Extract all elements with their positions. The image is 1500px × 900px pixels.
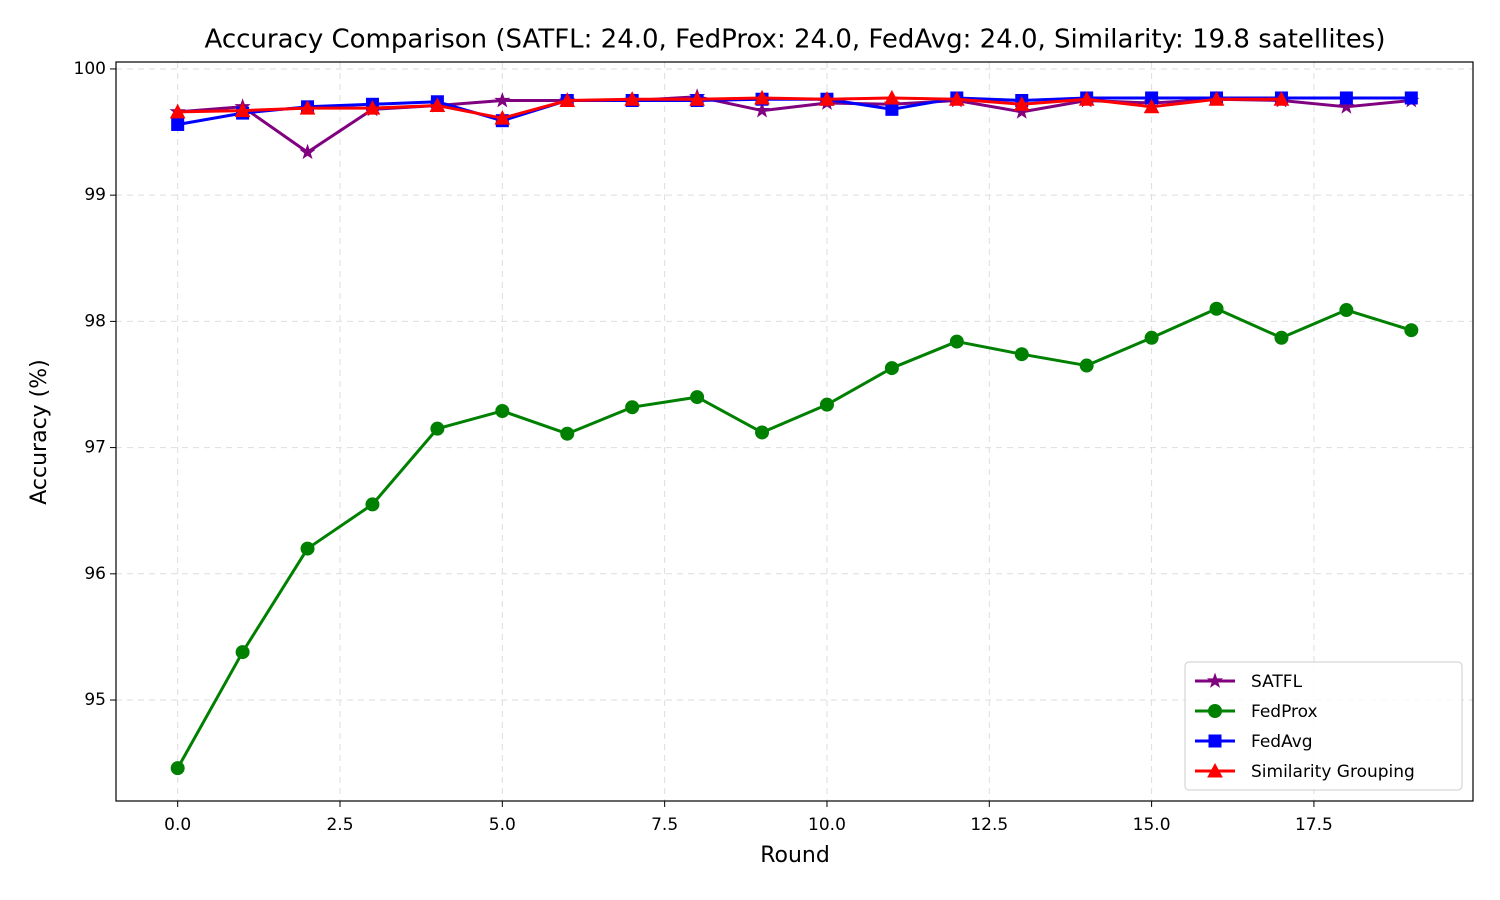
legend-label: FedAvg: [1251, 732, 1313, 752]
point: [299, 143, 316, 160]
y-tick-label: 95: [84, 690, 106, 710]
point: [1078, 91, 1095, 106]
x-tick-label: 17.5: [1295, 815, 1333, 835]
point: [1013, 96, 1030, 111]
point: [1209, 301, 1224, 316]
legend-marker: [1207, 762, 1223, 778]
y-tick-label: 97: [84, 438, 106, 458]
chart-title: Accuracy Comparison (SATFL: 24.0, FedPro…: [205, 25, 1386, 55]
x-tick-label: 5.0: [489, 815, 516, 835]
x-tick-label: 7.5: [651, 815, 678, 835]
point: [755, 425, 770, 440]
point: [753, 102, 771, 118]
point: [1079, 358, 1094, 373]
legend-marker: [1208, 734, 1222, 748]
point: [625, 400, 640, 415]
legend-marker: [1208, 704, 1222, 718]
point: [560, 426, 575, 441]
point: [169, 103, 186, 119]
point: [429, 97, 446, 113]
series-line: [176, 307, 1412, 769]
point: [1338, 98, 1355, 114]
point: [1208, 91, 1225, 106]
x-axis-label: Round: [760, 843, 830, 868]
point: [754, 89, 770, 105]
legend: SATFL FedProx FedAvg Similarity Grouping: [1184, 661, 1463, 791]
point: [1339, 303, 1354, 318]
point: [234, 102, 251, 118]
point: [430, 421, 445, 436]
point: [1274, 330, 1289, 345]
point: [494, 91, 511, 108]
legend-marker: [1206, 672, 1224, 688]
point: [299, 100, 316, 115]
y-tick-label: 100: [74, 59, 106, 79]
point: [885, 102, 899, 116]
point: [884, 89, 900, 105]
point: [1404, 323, 1419, 338]
y-tick-label: 99: [84, 185, 106, 205]
legend-label: SATFL: [1251, 672, 1303, 692]
point: [1404, 91, 1418, 105]
point: [1144, 330, 1159, 345]
y-tick-label: 98: [84, 311, 106, 331]
point: [365, 497, 380, 512]
point: [494, 110, 511, 125]
x-tick-label: 0.0: [164, 815, 191, 835]
x-tick-label: 10.0: [808, 815, 846, 835]
point: [690, 390, 705, 405]
y-tick-label: 96: [84, 564, 106, 584]
point: [559, 92, 576, 107]
point: [171, 117, 185, 131]
point: [1143, 98, 1160, 114]
point: [170, 761, 185, 776]
plot-frame: [115, 61, 1474, 802]
point: [364, 100, 381, 115]
y-axis-label: Accuracy (%): [27, 359, 52, 505]
point: [819, 397, 834, 412]
point: [1014, 347, 1029, 362]
legend-label: FedProx: [1251, 702, 1318, 722]
point: [624, 91, 641, 106]
point: [1273, 91, 1290, 106]
x-tick-label: 12.5: [970, 815, 1008, 835]
point: [884, 361, 899, 376]
point: [300, 541, 315, 556]
point: [948, 91, 965, 106]
series-line: [177, 96, 1282, 120]
legend-frame: [1184, 661, 1463, 791]
point: [495, 403, 510, 418]
legend-label: Similarity Grouping: [1251, 762, 1415, 782]
point: [235, 645, 250, 660]
x-tick-label: 15.0: [1133, 815, 1171, 835]
x-tick-label: 2.5: [326, 815, 353, 835]
point: [1339, 91, 1353, 105]
point: [819, 91, 835, 106]
point: [689, 91, 705, 106]
point: [949, 334, 964, 349]
